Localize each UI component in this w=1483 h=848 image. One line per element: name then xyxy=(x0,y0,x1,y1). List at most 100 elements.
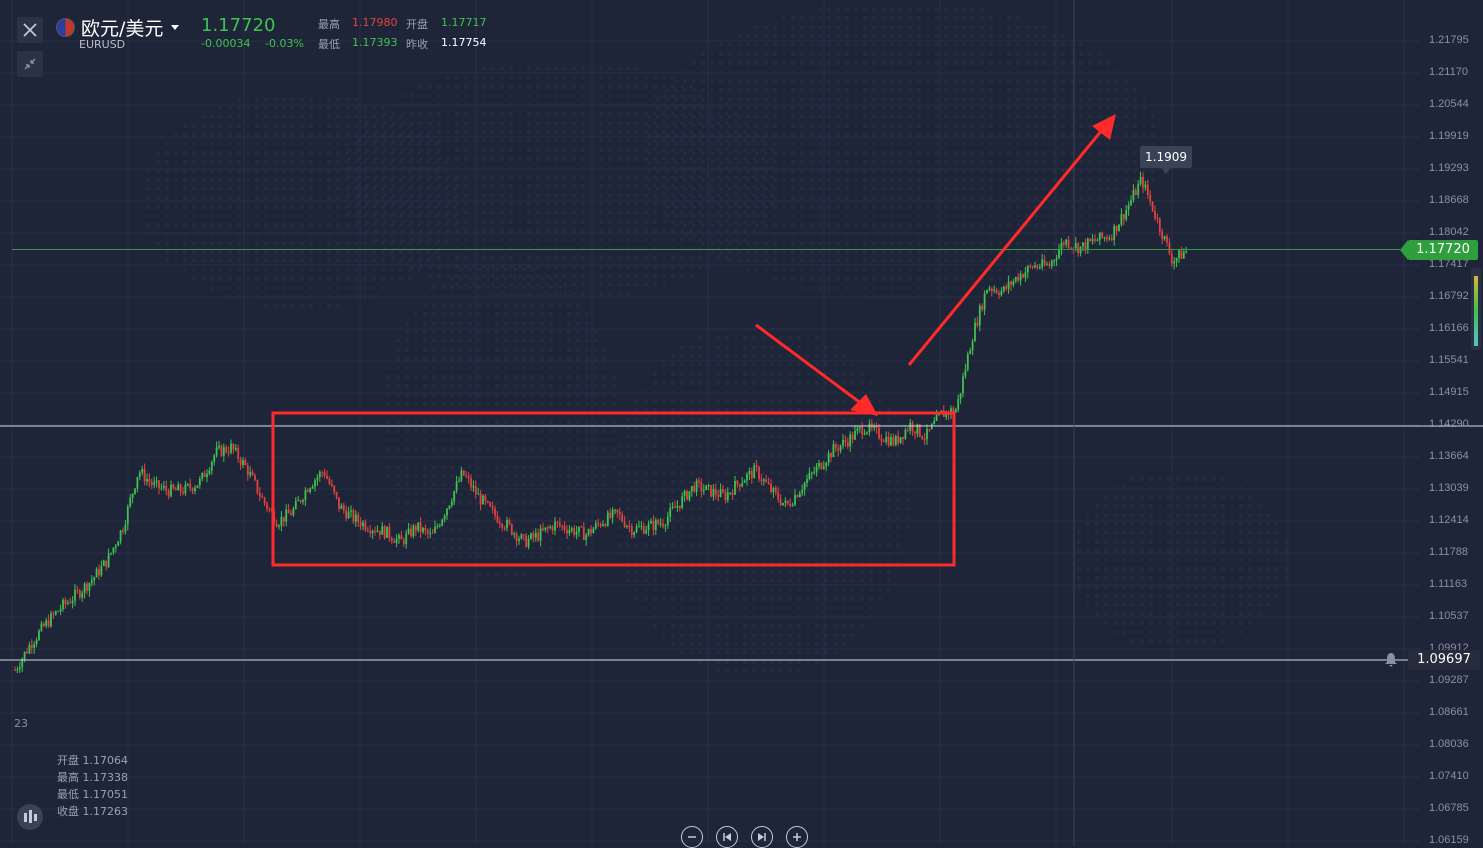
map-dot xyxy=(291,286,294,289)
map-dot xyxy=(450,483,453,486)
map-dot xyxy=(791,268,794,271)
map-dot xyxy=(779,489,782,492)
map-dot xyxy=(815,579,818,582)
map-dot xyxy=(719,115,722,118)
map-dot xyxy=(989,52,992,55)
map-dot xyxy=(327,169,330,172)
map-dot xyxy=(401,166,404,169)
map-dot xyxy=(653,175,656,178)
map-dot xyxy=(770,516,773,519)
map-dot xyxy=(899,70,902,73)
map-dot xyxy=(336,133,339,136)
map-dot xyxy=(989,142,992,145)
map-dot xyxy=(899,160,902,163)
map-dot xyxy=(827,97,830,100)
map-dot xyxy=(851,588,854,591)
map-dot xyxy=(482,283,485,286)
map-dot xyxy=(432,339,435,342)
map-dot xyxy=(761,651,764,654)
map-dot xyxy=(755,124,758,127)
map-dot xyxy=(410,256,413,259)
map-dot xyxy=(273,250,276,253)
map-dot xyxy=(761,588,764,591)
map-dot xyxy=(1106,79,1109,82)
map-dot xyxy=(683,187,686,190)
map-dot xyxy=(662,121,665,124)
map-dot xyxy=(752,444,755,447)
map-dot xyxy=(698,507,701,510)
map-dot xyxy=(450,339,453,342)
map-dot xyxy=(1034,232,1037,235)
map-dot xyxy=(441,321,444,324)
map-dot xyxy=(309,133,312,136)
map-dot xyxy=(255,124,258,127)
map-dot xyxy=(752,193,755,196)
map-dot xyxy=(509,274,512,277)
map-dot xyxy=(773,178,776,181)
map-dot xyxy=(764,133,767,136)
map-dot xyxy=(414,330,417,333)
map-dot xyxy=(755,61,758,64)
map-dot xyxy=(455,139,458,142)
map-dot xyxy=(617,202,620,205)
map-dot xyxy=(468,312,471,315)
map-dot xyxy=(441,339,444,342)
map-dot xyxy=(446,229,449,232)
map-dot xyxy=(432,357,435,360)
map-dot xyxy=(689,220,692,223)
map-dot xyxy=(818,259,821,262)
map-dot xyxy=(953,268,956,271)
map-dot xyxy=(788,354,791,357)
map-dot xyxy=(716,184,719,187)
map-dot xyxy=(1097,196,1100,199)
map-dot xyxy=(201,178,204,181)
map-dot xyxy=(237,142,240,145)
map-dot xyxy=(410,193,413,196)
map-dot xyxy=(761,193,764,196)
map-dot xyxy=(797,543,800,546)
map-dot xyxy=(836,187,839,190)
map-dot xyxy=(707,390,710,393)
map-dot xyxy=(608,139,611,142)
map-dot xyxy=(890,88,893,91)
map-dot xyxy=(815,570,818,573)
map-dot xyxy=(527,283,530,286)
map-dot xyxy=(746,88,749,91)
map-dot xyxy=(572,139,575,142)
map-dot xyxy=(725,130,728,133)
map-dot xyxy=(255,205,258,208)
map-dot xyxy=(336,214,339,217)
map-dot xyxy=(917,88,920,91)
map-dot xyxy=(725,327,728,330)
map-dot xyxy=(603,465,606,468)
map-dot xyxy=(255,106,258,109)
map-dot xyxy=(692,70,695,73)
map-dot xyxy=(264,241,267,244)
map-dot xyxy=(414,483,417,486)
map-dot xyxy=(791,187,794,190)
map-dot xyxy=(446,211,449,214)
map-dot xyxy=(237,169,240,172)
map-dot xyxy=(423,438,426,441)
map-dot xyxy=(392,139,395,142)
map-dot xyxy=(653,85,656,88)
map-dot xyxy=(1088,196,1091,199)
map-dot xyxy=(477,573,480,576)
map-dot xyxy=(827,250,830,253)
map-dot xyxy=(926,196,929,199)
map-dot xyxy=(540,519,543,522)
map-dot xyxy=(935,97,938,100)
map-dot xyxy=(725,399,728,402)
map-dot xyxy=(318,169,321,172)
map-dot xyxy=(1025,106,1028,109)
map-dot xyxy=(998,142,1001,145)
map-dot xyxy=(872,43,875,46)
map-dot xyxy=(626,238,629,241)
map-dot xyxy=(746,214,749,217)
map-dot xyxy=(917,268,920,271)
map-dot xyxy=(423,348,426,351)
map-dot xyxy=(567,483,570,486)
map-dot xyxy=(764,43,767,46)
map-dot xyxy=(410,211,413,214)
